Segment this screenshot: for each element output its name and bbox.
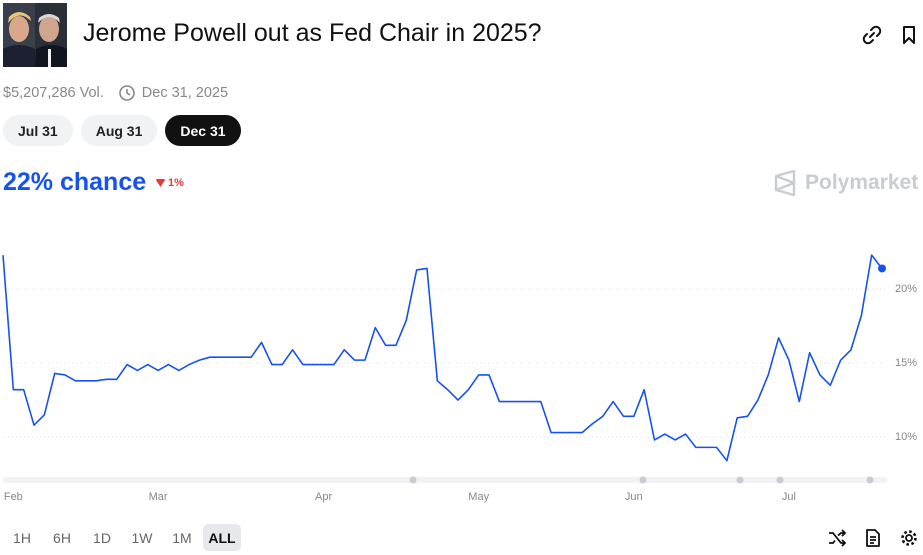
down-arrow xyxy=(156,179,165,187)
time-range[interactable]: 1D xyxy=(93,529,111,546)
timeline-dot xyxy=(639,476,647,484)
x-tick-label: Mar xyxy=(149,491,168,503)
time-ranges: 1H 6H 1D 1W 1M ALL xyxy=(3,524,241,551)
time-range[interactable]: 6H xyxy=(53,529,71,546)
market-title: Jerome Powell out as Fed Chair in 2025? xyxy=(83,19,542,47)
settings-icon[interactable] xyxy=(899,528,919,548)
chance: 22% chance xyxy=(3,168,147,196)
change-value: 1% xyxy=(168,177,184,189)
market-meta: $5,207,286 Vol. Dec 31, 2025 xyxy=(3,84,228,102)
clock-icon xyxy=(118,85,135,101)
timeline-dot xyxy=(866,476,874,484)
y-tick-label: 15% xyxy=(895,357,917,369)
bookmark-icon[interactable] xyxy=(899,25,919,45)
change: 1% xyxy=(156,177,184,189)
price-line xyxy=(2,254,883,462)
end-date: Dec 31, 2025 xyxy=(141,85,229,101)
market-image xyxy=(3,3,67,67)
time-range[interactable]: 1W xyxy=(131,529,153,546)
x-tick-label: Jun xyxy=(625,491,643,503)
timeline-dot xyxy=(776,476,784,484)
x-tick-label: Feb xyxy=(4,491,23,503)
y-tick-label: 20% xyxy=(895,283,917,295)
date-tab[interactable]: Aug 31 xyxy=(80,115,158,146)
last-point xyxy=(878,264,886,273)
link-icon[interactable] xyxy=(862,25,882,45)
time-range[interactable]: 1M xyxy=(172,529,192,546)
x-tick-label: Jul xyxy=(782,491,796,503)
date-tabs: Jul 31 Aug 31 Dec 31 xyxy=(3,115,241,146)
time-range[interactable]: ALL xyxy=(203,524,241,551)
document-icon[interactable] xyxy=(863,528,883,548)
shuffle-icon[interactable] xyxy=(827,528,847,548)
volume: $5,207,286 Vol. xyxy=(3,85,104,101)
x-tick-label: May xyxy=(468,491,489,503)
brand-logo xyxy=(774,170,796,196)
date-tab[interactable]: Dec 31 xyxy=(165,115,241,146)
brand: Polymarket xyxy=(805,171,919,194)
date-tab[interactable]: Jul 31 xyxy=(3,115,73,146)
timeline-track xyxy=(3,477,887,483)
time-range[interactable]: 1H xyxy=(13,529,31,546)
x-tick-label: Apr xyxy=(315,491,332,503)
timeline-dot xyxy=(409,476,417,484)
y-tick-label: 10% xyxy=(895,431,917,443)
timeline-dot xyxy=(736,476,744,484)
